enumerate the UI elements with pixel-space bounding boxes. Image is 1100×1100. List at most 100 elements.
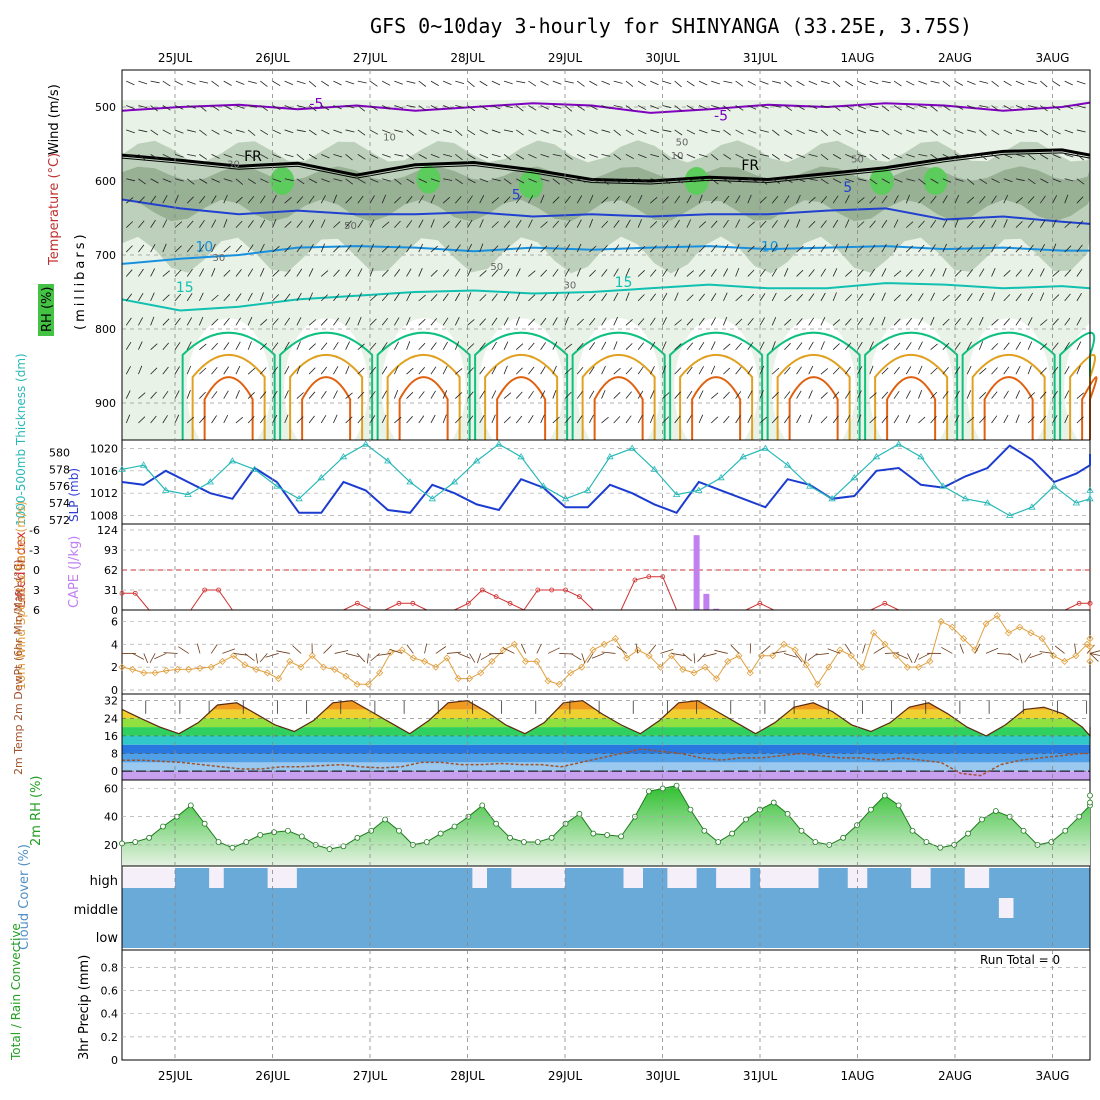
wind-barb: [467, 268, 472, 277]
wind-barb: [138, 341, 143, 350]
wind10m-barb: [581, 653, 586, 664]
wind-barb: [150, 367, 158, 375]
rh-point: [687, 806, 694, 813]
wind-barb: [966, 244, 974, 253]
wind-barb: [369, 243, 375, 253]
wind-barb: [832, 105, 841, 112]
wind-barb: [918, 153, 928, 157]
wind-barb: [881, 195, 888, 204]
rh-point: [285, 827, 291, 834]
cloud-clear-high: [122, 868, 175, 888]
wind-barb: [674, 195, 681, 204]
rh-point: [187, 802, 194, 809]
wind-barb: [723, 391, 730, 399]
wind-barb: [1003, 178, 1013, 183]
wind10m-barb: [476, 653, 482, 664]
rh-point: [840, 834, 847, 841]
wind-barb: [272, 366, 279, 375]
wind10m-point: [578, 663, 586, 671]
wind-barb: [430, 294, 438, 302]
wind-barb: [430, 342, 437, 350]
wind-barb: [174, 317, 181, 326]
wind-barb: [881, 80, 891, 84]
wind-barb: [991, 268, 996, 277]
wind-barb: [138, 268, 144, 277]
wind-barb: [966, 269, 974, 277]
wind-barb: [186, 390, 191, 399]
rh-point: [729, 830, 736, 837]
wind-barb: [467, 154, 476, 160]
wind10m-point: [645, 652, 653, 660]
wind-barb: [369, 154, 379, 159]
wind-barb: [832, 243, 838, 253]
isotherm-line: [121, 101, 1091, 114]
rh-point: [992, 808, 999, 814]
wind-barb: [223, 414, 229, 424]
wind-barb: [503, 317, 509, 326]
wind-barb: [345, 105, 355, 109]
wind-barb: [564, 316, 569, 326]
temp-band: [122, 718, 1090, 728]
wind-barb: [649, 366, 655, 375]
wind-barb: [320, 390, 327, 399]
wind-barb: [247, 220, 254, 228]
wind-barb: [260, 80, 268, 87]
wind-barb: [954, 414, 960, 424]
wind-barb: [369, 294, 377, 302]
wind-barb: [333, 153, 343, 158]
wind-barb: [942, 105, 951, 111]
thickness-point: [206, 478, 214, 485]
wind-barb: [674, 415, 681, 424]
wind-barb: [223, 269, 231, 277]
thickness-point: [672, 490, 681, 497]
ylabel-millibars: (millibars): [73, 231, 88, 330]
wind-barb: [394, 80, 403, 85]
wind-barb: [710, 341, 716, 350]
wind-barb: [174, 153, 184, 158]
wind10m-barb: [520, 643, 526, 654]
wind-barb: [711, 105, 721, 109]
wind-barb: [260, 343, 267, 351]
wind-barb: [893, 195, 899, 204]
wind-barb: [430, 194, 436, 204]
wind-barb: [455, 129, 463, 137]
wind-barb: [1027, 178, 1036, 185]
wind-barb: [637, 80, 647, 87]
wind10m-barb: [772, 650, 787, 654]
isotherm-line: [1069, 354, 1096, 440]
wind-barb: [272, 129, 281, 135]
wind-barb: [966, 341, 972, 350]
pressure-tick-label: 500: [95, 101, 116, 114]
wind-barb: [247, 392, 255, 399]
wind-barb: [1076, 220, 1084, 228]
wind-barb: [454, 268, 461, 277]
wind-barb: [515, 292, 521, 302]
date-label-top: 29JUL: [548, 51, 583, 65]
wind-barb: [1028, 105, 1037, 109]
wind-barb: [1040, 367, 1047, 375]
isotherm-line: [571, 331, 666, 440]
wind-barb: [357, 195, 364, 204]
wind-barb: [967, 153, 977, 157]
wind10m-barb: [730, 644, 740, 654]
wind-barb: [601, 341, 607, 350]
wind-barb: [747, 129, 757, 134]
cape-tick: 124: [97, 524, 118, 537]
wind-barb: [637, 294, 645, 302]
date-label-bottom: 1AUG: [841, 1069, 875, 1083]
wind-barb: [199, 367, 207, 375]
wind-barb: [589, 293, 596, 302]
wind-barb: [710, 317, 716, 326]
wind-barb: [235, 153, 245, 157]
thickness-point: [628, 444, 636, 451]
wind-barb: [454, 317, 460, 326]
isotherm-line: [279, 331, 374, 440]
wind-barb: [857, 269, 864, 277]
wind-barb: [320, 219, 326, 228]
wind-barb: [235, 129, 245, 133]
wind10m-point: [791, 646, 799, 654]
wind-barb: [649, 390, 655, 399]
wind-barb: [637, 342, 645, 350]
wind-barb: [333, 194, 338, 204]
dewpoint-line: [122, 748, 1090, 777]
